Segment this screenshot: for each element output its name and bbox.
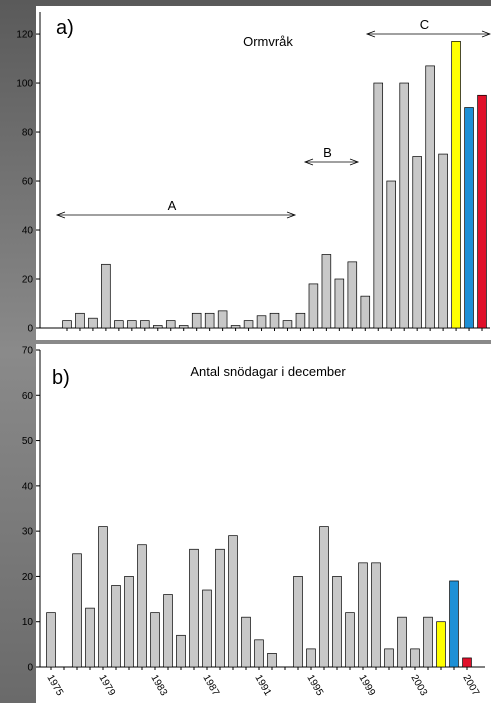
bar (373, 82, 384, 329)
y-tick-label: 50 (22, 436, 34, 447)
bar (165, 320, 176, 329)
bar (46, 612, 56, 668)
bar (204, 312, 215, 329)
bar (334, 278, 345, 329)
bar (449, 580, 459, 668)
bar (451, 41, 461, 329)
bar (127, 320, 137, 329)
y-tick-label: 80 (22, 128, 34, 139)
bar (176, 634, 186, 668)
bar (358, 562, 368, 668)
bar (282, 320, 293, 329)
bar (150, 612, 160, 668)
y-tick-label: 20 (22, 572, 34, 583)
chart-title: Antal snödagar i december (190, 364, 346, 379)
bar (386, 180, 396, 329)
annotation-label: C (420, 17, 429, 32)
bar (360, 295, 371, 329)
bar (241, 616, 251, 668)
bar (410, 648, 420, 668)
y-tick-label: 60 (22, 391, 34, 402)
bar (124, 576, 134, 668)
bar (308, 283, 319, 329)
y-tick-label: 70 (22, 346, 34, 357)
bar (412, 156, 422, 329)
bar (295, 312, 306, 329)
bar (62, 320, 72, 329)
arrow-head (303, 158, 360, 166)
bar (423, 616, 433, 668)
y-tick-label: 100 (16, 79, 33, 90)
bar (202, 589, 212, 668)
y-tick-label: 40 (22, 226, 34, 237)
bar (425, 65, 435, 329)
bar (319, 526, 329, 668)
bar (230, 325, 241, 329)
arrow-head (55, 211, 297, 219)
panel-label: b) (52, 367, 70, 389)
bar (399, 82, 409, 329)
bar (254, 639, 264, 668)
bar (436, 621, 446, 668)
bar (321, 254, 332, 329)
y-tick-label: 0 (27, 663, 33, 674)
bar (243, 320, 254, 329)
bar (345, 612, 355, 668)
bar (306, 648, 316, 668)
bar (217, 310, 228, 329)
bar (178, 325, 189, 329)
bar (85, 607, 95, 668)
y-tick-label: 0 (27, 324, 33, 335)
y-tick-label: 120 (16, 30, 33, 41)
y-tick-label: 30 (22, 527, 34, 538)
bar (347, 261, 358, 329)
bar (98, 526, 108, 668)
bar (189, 548, 199, 668)
y-tick-label: 40 (22, 481, 34, 492)
y-tick-label: 60 (22, 177, 34, 188)
bar (101, 263, 111, 329)
bar (140, 320, 150, 329)
bar (269, 312, 280, 329)
bar (72, 553, 82, 668)
bar (191, 312, 202, 329)
annotation-label: B (323, 145, 332, 160)
bar (267, 653, 277, 668)
annotation-label: A (168, 198, 177, 213)
bar (462, 657, 472, 668)
bar (371, 562, 381, 668)
bar (332, 576, 342, 668)
arrow-head (365, 30, 491, 38)
bar (88, 317, 98, 329)
y-tick-label: 10 (22, 617, 34, 628)
bar (477, 94, 487, 329)
y-tick-label: 20 (22, 275, 34, 286)
bar (256, 315, 267, 329)
panel-label: a) (56, 17, 74, 39)
bar (137, 544, 147, 668)
bar (228, 535, 238, 668)
chart-title: Ormvråk (243, 34, 293, 49)
bar (293, 576, 303, 668)
bar (153, 325, 163, 329)
bar (75, 312, 85, 329)
bar (215, 548, 225, 668)
bar (114, 320, 124, 329)
bar (163, 594, 173, 668)
bar (464, 107, 474, 329)
bar (438, 153, 448, 329)
bar (397, 616, 407, 668)
bar (111, 585, 121, 668)
bar (384, 648, 394, 668)
